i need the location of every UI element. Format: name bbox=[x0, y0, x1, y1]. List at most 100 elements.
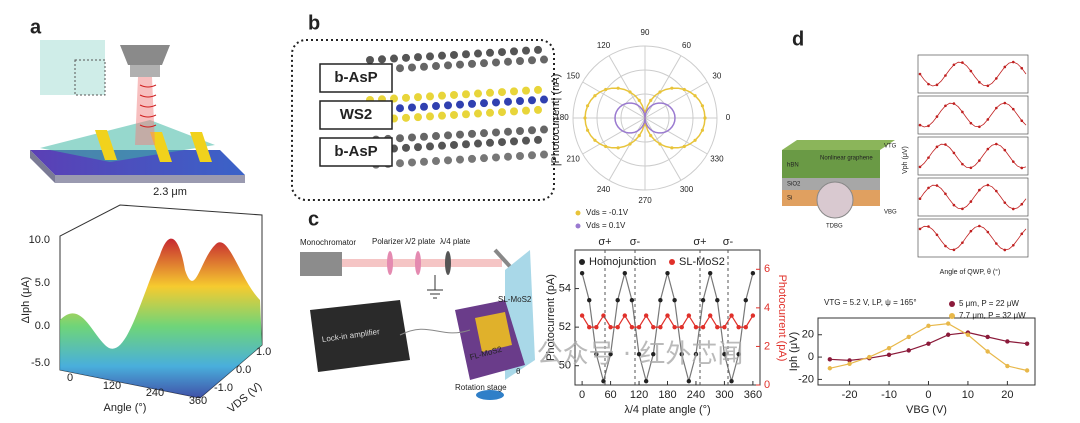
atom bbox=[420, 132, 428, 141]
data-point bbox=[985, 349, 990, 354]
atom bbox=[510, 47, 518, 56]
x-tick-label: 0 bbox=[579, 389, 585, 401]
y-tick-label: 50 bbox=[559, 360, 571, 372]
z-tick-label: 5.0 bbox=[35, 277, 50, 289]
data-point bbox=[867, 354, 872, 360]
y-tick-label: 0.0 bbox=[236, 364, 251, 376]
polar-angle: 300 bbox=[680, 185, 694, 194]
line-chart: -20 -10 0 10 20 -20 0 20 5 μm, P = 22 μW 7.7 μm, … bbox=[788, 298, 1036, 416]
data-point bbox=[679, 351, 684, 357]
setup-label: λ/2 plate bbox=[405, 237, 436, 246]
legend-marker bbox=[575, 223, 581, 229]
data-point bbox=[1024, 341, 1030, 346]
atom bbox=[486, 108, 494, 117]
device-label: TDBG bbox=[826, 224, 843, 230]
legend-label: 7.7 μm, P = 32 μW bbox=[959, 311, 1026, 320]
layer-box bbox=[319, 100, 393, 130]
atom bbox=[468, 129, 476, 138]
atom bbox=[474, 49, 482, 58]
atom bbox=[504, 97, 512, 106]
data-point bbox=[693, 324, 699, 330]
series-line bbox=[829, 322, 1028, 372]
polar-spoke bbox=[582, 117, 646, 155]
device-label: Nonlinear graphene bbox=[820, 156, 873, 162]
atom bbox=[504, 57, 512, 66]
atom bbox=[402, 113, 410, 122]
atom bbox=[528, 56, 536, 65]
data-point bbox=[622, 313, 628, 318]
setup-label: θ bbox=[516, 367, 521, 376]
atom bbox=[498, 48, 506, 57]
atom bbox=[450, 140, 458, 149]
atom bbox=[522, 46, 530, 55]
polar-angle: 30 bbox=[712, 72, 721, 81]
annotation: VTG = 5.2 V, LP, ψ = 165° bbox=[824, 298, 917, 307]
data-point bbox=[707, 270, 713, 276]
atom bbox=[522, 106, 530, 115]
data-point bbox=[686, 313, 692, 318]
data-point bbox=[743, 324, 748, 330]
y2-tick-label: 0 bbox=[764, 379, 770, 391]
polar-angle: 60 bbox=[682, 41, 691, 50]
x-tick-label: -10 bbox=[881, 389, 897, 401]
inset-frame bbox=[917, 95, 1029, 135]
data-point bbox=[587, 324, 592, 330]
x-tick-label: 300 bbox=[715, 389, 733, 401]
y-axis-label: |Photocurrent| (nA) bbox=[550, 74, 562, 167]
polar-spoke bbox=[644, 81, 708, 119]
atom bbox=[438, 111, 446, 120]
polar-angle: 90 bbox=[641, 28, 650, 37]
data-point bbox=[594, 351, 599, 357]
inset-curve bbox=[919, 143, 1027, 169]
data-point bbox=[926, 341, 931, 346]
data-point bbox=[906, 334, 911, 340]
data-point bbox=[658, 324, 663, 330]
data-point bbox=[579, 313, 585, 318]
atom bbox=[414, 143, 422, 152]
atom bbox=[492, 128, 500, 137]
data-point bbox=[847, 358, 852, 363]
data-point bbox=[665, 270, 670, 276]
atom bbox=[468, 154, 476, 163]
data-point bbox=[743, 297, 748, 303]
atom bbox=[528, 126, 536, 135]
annotation: σ+ bbox=[693, 236, 706, 248]
atom bbox=[492, 98, 500, 107]
atom bbox=[528, 96, 536, 105]
data-point bbox=[729, 378, 734, 384]
inset-curve bbox=[919, 184, 1027, 210]
y2-tick-label: 6 bbox=[764, 263, 770, 275]
polar-angle: 120 bbox=[597, 41, 611, 50]
inset-curve bbox=[919, 61, 1027, 87]
device-illustration bbox=[30, 40, 245, 183]
atom bbox=[456, 130, 464, 139]
atom bbox=[414, 53, 422, 62]
x-axis-label: λ/4 plate angle (°) bbox=[624, 404, 710, 416]
data-point bbox=[715, 297, 720, 303]
x-axis-label: VBG (V) bbox=[906, 404, 947, 416]
x-tick-label: 60 bbox=[604, 389, 616, 401]
atom bbox=[450, 110, 458, 119]
data-point bbox=[707, 313, 713, 318]
y-tick-label: -20 bbox=[798, 373, 814, 385]
atom bbox=[396, 104, 404, 113]
atom bbox=[474, 109, 482, 118]
data-point bbox=[594, 324, 599, 330]
data-point bbox=[965, 332, 971, 337]
data-point bbox=[651, 351, 656, 357]
data-point bbox=[1005, 363, 1010, 369]
data-point bbox=[608, 324, 613, 330]
atom bbox=[420, 102, 428, 111]
atom bbox=[450, 90, 458, 99]
atom bbox=[516, 127, 524, 135]
y-tick-label: 0 bbox=[808, 351, 814, 363]
inset-frame bbox=[917, 218, 1029, 258]
legend-marker bbox=[949, 301, 955, 307]
panel-label: d bbox=[792, 28, 804, 50]
data-point bbox=[886, 345, 892, 351]
data-point bbox=[672, 324, 677, 330]
atom bbox=[486, 48, 494, 57]
atom bbox=[462, 50, 470, 59]
polar-curve bbox=[584, 87, 706, 149]
